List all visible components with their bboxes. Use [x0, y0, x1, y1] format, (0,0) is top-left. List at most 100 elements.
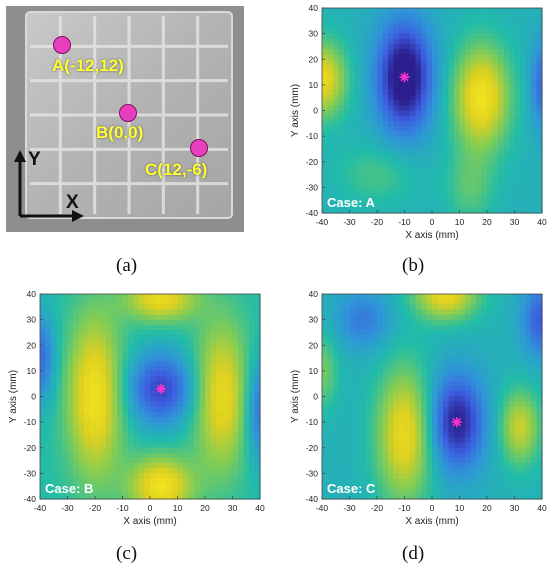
heatmap-cell	[525, 335, 532, 341]
heatmap-cell	[426, 309, 433, 316]
heatmap-cell	[188, 299, 195, 305]
heatmap-cell	[40, 324, 47, 331]
heatmap-cell	[498, 33, 505, 40]
heatmap-cell	[465, 182, 472, 188]
heatmap-cell	[525, 141, 532, 147]
heatmap-cell	[338, 360, 345, 367]
heatmap-cell	[393, 120, 400, 127]
heatmap-cell	[443, 386, 450, 392]
heatmap-cell	[254, 488, 261, 495]
heatmap-cell	[459, 458, 466, 464]
heatmap-cell	[150, 365, 157, 372]
heatmap-cell	[106, 458, 113, 464]
heatmap-cell	[238, 417, 245, 423]
heatmap-cell	[89, 422, 96, 428]
heatmap-cell	[355, 64, 362, 71]
heatmap-cell	[327, 319, 334, 326]
heatmap-cell	[106, 452, 113, 459]
heatmap-cell	[84, 447, 91, 454]
heatmap-cell	[432, 49, 439, 55]
heatmap-cell	[128, 452, 135, 459]
heatmap-cell	[371, 18, 378, 24]
heatmap-cell	[188, 432, 195, 439]
heatmap-cell	[166, 432, 173, 439]
heatmap-cell	[459, 401, 466, 408]
heatmap-cell	[89, 381, 96, 387]
heatmap-cell	[465, 427, 472, 433]
heatmap-cell	[355, 493, 362, 500]
heatmap-cell	[503, 43, 510, 50]
heatmap-cell	[536, 365, 543, 372]
heatmap-cell	[155, 488, 162, 495]
heatmap-cell	[454, 447, 461, 454]
heatmap-cell	[371, 207, 378, 214]
heatmap-cell	[366, 360, 373, 367]
heatmap-cell	[399, 432, 406, 439]
heatmap-cell	[492, 38, 499, 45]
heatmap-cell	[327, 324, 334, 331]
heatmap-cell	[338, 299, 345, 305]
heatmap-cell	[415, 488, 422, 495]
heatmap-cell	[371, 95, 378, 101]
heatmap-cell	[205, 350, 212, 357]
heatmap-cell	[377, 79, 384, 86]
heatmap-cell	[355, 463, 362, 469]
heatmap-cell	[509, 458, 516, 464]
heatmap-cell	[150, 406, 157, 413]
heatmap-cell	[487, 304, 494, 310]
heatmap-cell	[459, 376, 466, 382]
heatmap-cell	[393, 105, 400, 112]
heatmap-cell	[45, 427, 52, 433]
heatmap-cell	[249, 437, 256, 444]
heatmap-cell	[254, 391, 261, 398]
heatmap-cell	[393, 335, 400, 341]
heatmap-cell	[432, 319, 439, 326]
heatmap-cell	[531, 105, 538, 112]
heatmap-cell	[520, 427, 527, 433]
heatmap-cell	[393, 360, 400, 367]
heatmap-cell	[388, 161, 395, 168]
heatmap-cell	[404, 381, 411, 387]
heatmap-cell	[327, 376, 334, 382]
heatmap-cell	[459, 105, 466, 112]
heatmap-cell	[470, 365, 477, 372]
panel-label-d: (d)	[402, 543, 425, 564]
heatmap-cell	[410, 355, 417, 362]
heatmap-cell	[415, 350, 422, 357]
heatmap-cell	[338, 59, 345, 65]
heatmap-cell	[470, 182, 477, 188]
heatmap-cell	[133, 468, 140, 474]
heatmap-cell	[227, 483, 234, 490]
heatmap-cell	[536, 335, 543, 341]
heatmap-cell	[465, 131, 472, 137]
heatmap-cell	[188, 355, 195, 362]
heatmap-cell	[382, 452, 389, 459]
heatmap-cell	[503, 396, 510, 403]
heatmap-cell	[487, 427, 494, 433]
heatmap-cell	[465, 23, 472, 30]
heatmap-cell	[487, 166, 494, 173]
heatmap-cell	[205, 391, 212, 398]
heatmap-cell	[67, 452, 74, 459]
heatmap-cell	[128, 335, 135, 341]
heatmap-cell	[194, 299, 201, 305]
heatmap-cell	[509, 340, 516, 346]
heatmap-cell	[536, 8, 543, 14]
heatmap-cell	[426, 202, 433, 209]
heatmap-cell	[503, 202, 510, 209]
heatmap-cell	[404, 442, 411, 449]
heatmap-cell	[67, 406, 74, 413]
heatmap-cell	[437, 324, 444, 331]
heatmap-cell	[355, 49, 362, 55]
heatmap-cell	[344, 463, 351, 469]
heatmap-cell	[45, 335, 52, 341]
heatmap-cell	[476, 110, 483, 117]
heatmap-cell	[371, 391, 378, 398]
heatmap-cell	[95, 329, 102, 336]
heatmap-cell	[243, 417, 250, 423]
heatmap-cell	[503, 391, 510, 398]
heatmap-cell	[492, 468, 499, 474]
heatmap-cell	[155, 304, 162, 310]
heatmap-cell	[366, 478, 373, 485]
heatmap-cell	[177, 299, 184, 305]
